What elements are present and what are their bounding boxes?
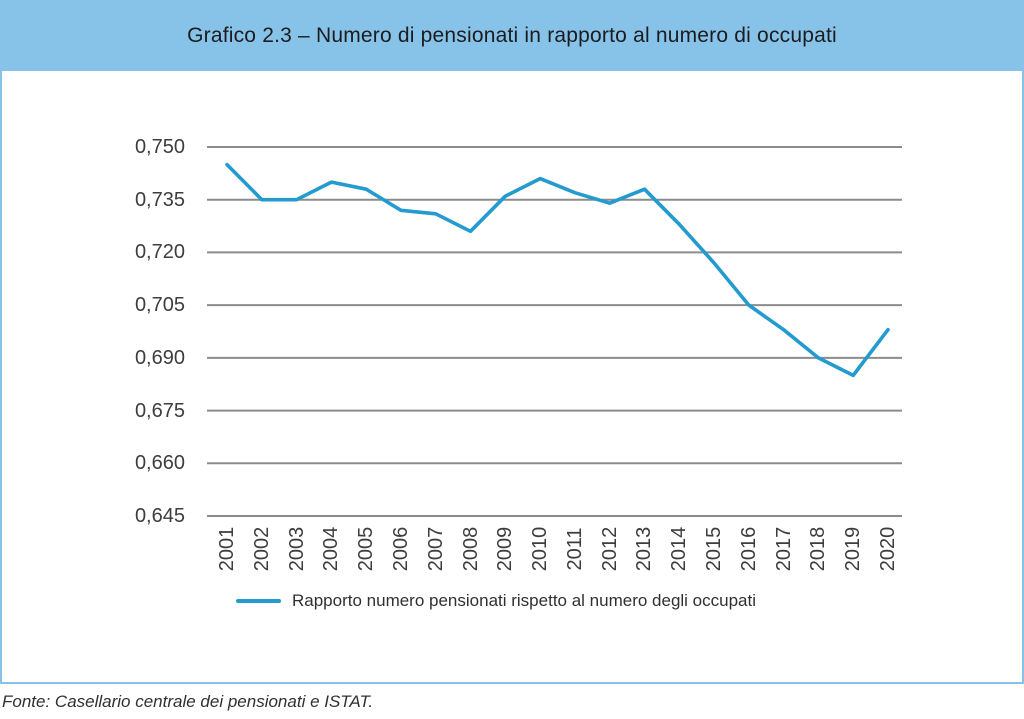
chart-title: Grafico 2.3 – Numero di pensionati in ra…	[187, 23, 837, 47]
legend-line-swatch	[236, 599, 281, 603]
legend: Rapporto numero pensionati rispetto al n…	[236, 588, 756, 614]
x-axis-tick-label: 2015	[703, 526, 726, 572]
y-axis-tick-label: 0,720	[134, 241, 185, 264]
x-axis-tick-label: 2008	[459, 526, 482, 572]
source-note: Fonte: Casellario centrale dei pensionat…	[2, 692, 374, 711]
x-axis-tick-label: 2009	[494, 526, 517, 572]
legend-label: Rapporto numero pensionati rispetto al n…	[292, 591, 756, 610]
x-axis-tick-label: 2019	[842, 526, 865, 572]
line-chart-svg	[207, 146, 902, 517]
y-axis-tick-label: 0,705	[134, 294, 185, 317]
x-axis-tick-label: 2004	[320, 526, 343, 572]
x-axis-tick-label: 2013	[633, 526, 656, 572]
x-axis-tick-label: 2012	[598, 526, 621, 572]
x-axis-tick-label: 2003	[285, 526, 308, 572]
y-axis-tick-label: 0,735	[134, 188, 185, 211]
y-axis-tick-label: 0,750	[134, 136, 185, 158]
y-axis-tick-label: 0,675	[134, 399, 185, 422]
x-axis-tick-label: 2018	[807, 526, 830, 572]
x-axis-tick-label: 2007	[424, 526, 447, 572]
data-line	[225, 162, 890, 378]
chart-figure: Grafico 2.3 – Numero di pensionati in ra…	[0, 0, 1024, 684]
chart-title-band: Grafico 2.3 – Numero di pensionati in ra…	[0, 0, 1024, 71]
x-axis-tick-label: 2011	[563, 527, 586, 571]
x-axis-tick-label: 2010	[529, 526, 552, 572]
x-axis-tick-label: 2002	[250, 526, 273, 572]
x-axis-tick-label: 2017	[772, 526, 795, 572]
x-axis-tick-label: 2020	[877, 526, 899, 572]
y-axis-tick-label: 0,690	[134, 346, 185, 369]
y-axis-tick-label: 0,660	[134, 452, 185, 475]
x-axis-tick-label: 2005	[355, 526, 378, 572]
x-axis-tick-label: 2006	[389, 526, 412, 572]
x-axis-tick-label: 2016	[737, 526, 760, 572]
x-axis-tick-label: 2014	[668, 526, 691, 572]
y-axis-tick-label: 0,645	[134, 505, 185, 527]
x-axis-tick-label: 2001	[216, 526, 238, 572]
